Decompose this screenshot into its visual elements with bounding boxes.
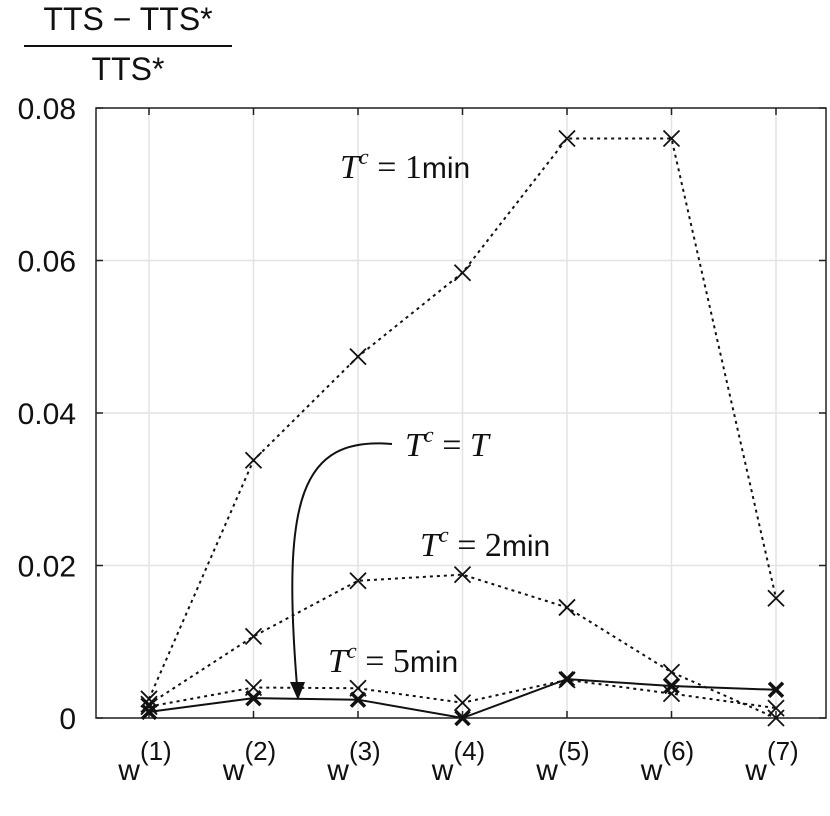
x-tick-label: w(4)	[431, 736, 485, 787]
series-group	[140, 129, 785, 727]
data-point-marker	[767, 681, 785, 699]
data-point-marker	[662, 663, 681, 681]
annotation-tc-5min: Tc = 5min	[328, 638, 458, 680]
x-tick-label: w(3)	[326, 736, 380, 787]
y-tick-label: 0	[59, 703, 76, 736]
y-tick-label: 0.08	[18, 93, 76, 126]
y-tick-label: 0.04	[18, 398, 76, 431]
x-tick-label: w(6)	[640, 736, 694, 787]
x-tick-label: w(1)	[117, 736, 171, 787]
data-point-marker	[558, 598, 576, 617]
series-1	[140, 129, 785, 708]
y-label-denominator: TTS*	[92, 51, 165, 87]
x-tick-label: w(5)	[535, 736, 589, 787]
y-axis-label: TTS − TTS* TTS*	[24, 1, 232, 87]
data-point-marker	[454, 709, 471, 727]
x-tick-label: w(2)	[222, 736, 276, 787]
arrow-curve	[291, 442, 393, 687]
data-point-marker	[244, 451, 263, 469]
data-point-marker	[453, 264, 472, 282]
data-point-marker	[767, 589, 785, 607]
data-point-marker	[140, 695, 158, 713]
data-point-marker	[349, 572, 367, 590]
y-tick-label: 0.02	[18, 551, 76, 584]
data-point-marker	[349, 347, 367, 366]
annotation-arrow	[290, 442, 393, 700]
data-point-marker	[662, 684, 681, 703]
data-point-marker	[558, 670, 576, 688]
axes: 0 0.02 0.04 0.06 0.08 w(1) w(2) w(3) w(4) w(5) w(6…	[18, 93, 826, 787]
annotation-tc-t: Tc = T	[405, 422, 491, 464]
y-label-numerator: TTS − TTS*	[43, 1, 212, 37]
x-tick-label: w(7)	[744, 736, 798, 787]
arrow-head	[290, 682, 305, 700]
data-point-marker	[245, 689, 262, 707]
data-point-marker	[663, 677, 680, 695]
series-4	[140, 670, 785, 727]
series-2	[140, 566, 785, 727]
annotation-tc-1min: Tc = 1min	[340, 144, 470, 186]
data-point-marker	[662, 129, 681, 148]
y-tick-label: 0.06	[18, 246, 76, 279]
data-point-marker	[244, 627, 263, 646]
data-point-marker	[558, 129, 576, 148]
data-point-marker	[453, 694, 472, 712]
data-point-marker	[140, 703, 158, 721]
data-point-marker	[453, 566, 472, 584]
data-point-marker	[349, 691, 367, 708]
data-point-marker	[767, 699, 785, 717]
grid-lines	[96, 107, 826, 719]
annotation-tc-2min: Tc = 2min	[420, 522, 550, 564]
